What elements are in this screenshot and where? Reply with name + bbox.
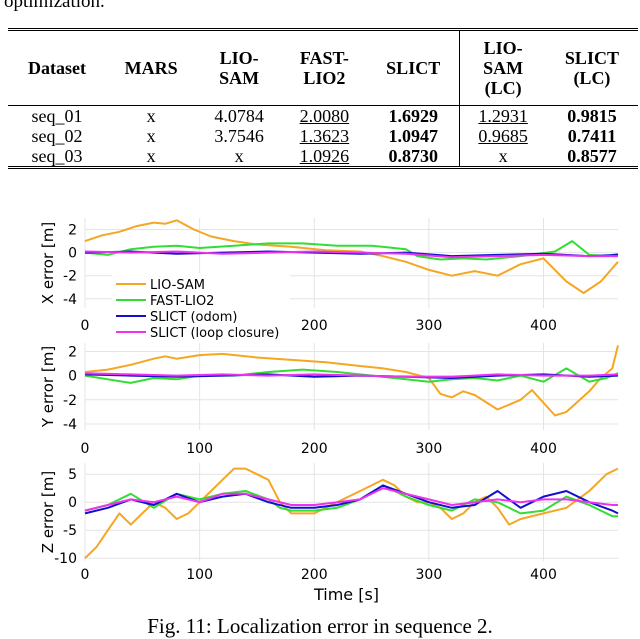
table-cell: x xyxy=(459,146,546,168)
header-line: (LC) xyxy=(573,68,611,88)
table-cell: 2.0080 xyxy=(299,106,350,126)
series-line xyxy=(84,240,619,261)
y-axis-label: Z error [m] xyxy=(39,471,57,553)
table-body: seq_01 x 4.0784 2.0080 1.6929 1.2931 0.9815 seq… xyxy=(8,105,638,168)
legend-label: SLICT (odom) xyxy=(150,310,237,325)
table-header-cell: FAST- LIO2 xyxy=(281,29,368,106)
table-cell: seq_03 xyxy=(31,146,83,166)
header-line: MARS xyxy=(124,58,178,78)
header-line: (LC) xyxy=(484,78,522,98)
table-cell: x xyxy=(146,106,156,126)
x-tick-label: 200 xyxy=(301,567,328,583)
y-tick-label: 5 xyxy=(68,467,77,483)
header-line: LIO- xyxy=(219,48,259,68)
table-cell: x xyxy=(146,126,156,146)
results-table: Dataset MARS LIO- SAM FAST- LIO2 SLICT LIO- SAM(… xyxy=(8,28,638,169)
table-cell: 1.2931 xyxy=(459,105,546,126)
x-tick-label: 0 xyxy=(81,441,90,457)
header-line: SLICT xyxy=(386,58,441,78)
table-cell: 0.9815 xyxy=(567,106,617,126)
header-line: LIO2 xyxy=(303,68,346,88)
table-header-cell: LIO- SAM xyxy=(196,29,282,106)
series-line xyxy=(84,345,619,417)
series-line xyxy=(84,372,619,378)
x-tick-label: 300 xyxy=(416,441,443,457)
table-header-cell: SLICT (LC) xyxy=(545,29,638,106)
table-cell: 0.7411 xyxy=(567,126,617,146)
header-line: FAST- xyxy=(299,48,349,68)
x-axis-label: Time [s] xyxy=(313,585,379,604)
series-line xyxy=(84,250,619,258)
header-line: SLICT xyxy=(564,48,619,68)
table-cell: seq_01 xyxy=(31,106,83,126)
table-cell: 1.3623 xyxy=(299,126,350,146)
table-cell: 1.0926 xyxy=(299,146,350,166)
x-tick-label: 0 xyxy=(81,318,90,334)
x-tick-label: 300 xyxy=(416,567,443,583)
header-line: SAM xyxy=(483,58,524,78)
y-tick-label: -5 xyxy=(63,523,77,539)
y-axis-label: Y error [m] xyxy=(39,346,57,428)
header-line: Dataset xyxy=(27,58,86,78)
x-tick-label: 200 xyxy=(301,318,328,334)
x-tick-label: 400 xyxy=(530,441,557,457)
intro-text-fragment: optimization. xyxy=(4,0,105,12)
series-line xyxy=(84,467,619,559)
series-line xyxy=(84,250,618,259)
y-tick-label: 0 xyxy=(68,495,77,511)
y-tick-label: -2 xyxy=(63,269,77,285)
table-cell: 3.7546 xyxy=(214,126,264,146)
table-cell: x xyxy=(146,146,156,166)
y-tick-label: -4 xyxy=(63,292,77,308)
table-header-row: Dataset MARS LIO- SAM FAST- LIO2 SLICT LIO- SAM(… xyxy=(8,29,638,106)
x-tick-label: 200 xyxy=(301,441,328,457)
x-tick-label: 400 xyxy=(530,318,557,334)
x-tick-label: 100 xyxy=(186,567,213,583)
table-header-cell: SLICT xyxy=(367,29,460,106)
y-tick-label: 2 xyxy=(68,223,77,239)
y-tick-label: -2 xyxy=(63,393,77,409)
y-axis-label: X error [m] xyxy=(39,222,57,304)
header-line: SAM xyxy=(219,68,260,88)
x-tick-label: 300 xyxy=(416,318,443,334)
legend-label: LIO-SAM xyxy=(150,278,205,293)
legend-label: FAST-LIO2 xyxy=(150,294,214,309)
table-row: seq_02 x 3.7546 1.3623 1.0947 0.9685 0.7411 xyxy=(8,126,638,146)
table-header-cell: Dataset xyxy=(8,29,106,106)
y-tick-label: 2 xyxy=(68,344,77,360)
table-header-cell: MARS xyxy=(105,29,197,106)
series-line xyxy=(84,219,619,294)
table-row: seq_01 x 4.0784 2.0080 1.6929 1.2931 0.9815 xyxy=(8,105,638,126)
y-tick-label: 0 xyxy=(68,246,77,262)
table-cell: 0.8730 xyxy=(388,146,438,166)
header-line: LIO- xyxy=(483,38,523,58)
table-cell: 4.0784 xyxy=(214,106,264,126)
table-row: seq_03 x x 1.0926 0.8730 x 0.8577 xyxy=(8,146,638,168)
x-tick-label: 100 xyxy=(186,441,213,457)
x-tick-label: 400 xyxy=(530,567,557,583)
series-line xyxy=(84,487,618,512)
y-tick-label: 0 xyxy=(68,369,77,385)
figure-caption: Fig. 11: Localization error in sequence … xyxy=(147,614,493,638)
table-cell: x xyxy=(234,146,244,166)
table-cell: 0.9685 xyxy=(459,126,546,146)
table-cell: 0.8577 xyxy=(567,146,617,166)
table-cell: 1.0947 xyxy=(388,126,438,146)
table-cell: seq_02 xyxy=(31,126,83,146)
y-tick-label: -10 xyxy=(54,551,77,567)
table-header-cell: LIO- SAM (LC) xyxy=(459,29,546,106)
x-tick-label: 0 xyxy=(81,567,90,583)
y-tick-label: -4 xyxy=(63,417,77,433)
table-cell: 1.6929 xyxy=(388,106,438,126)
legend-label: SLICT (loop closure) xyxy=(150,326,279,341)
